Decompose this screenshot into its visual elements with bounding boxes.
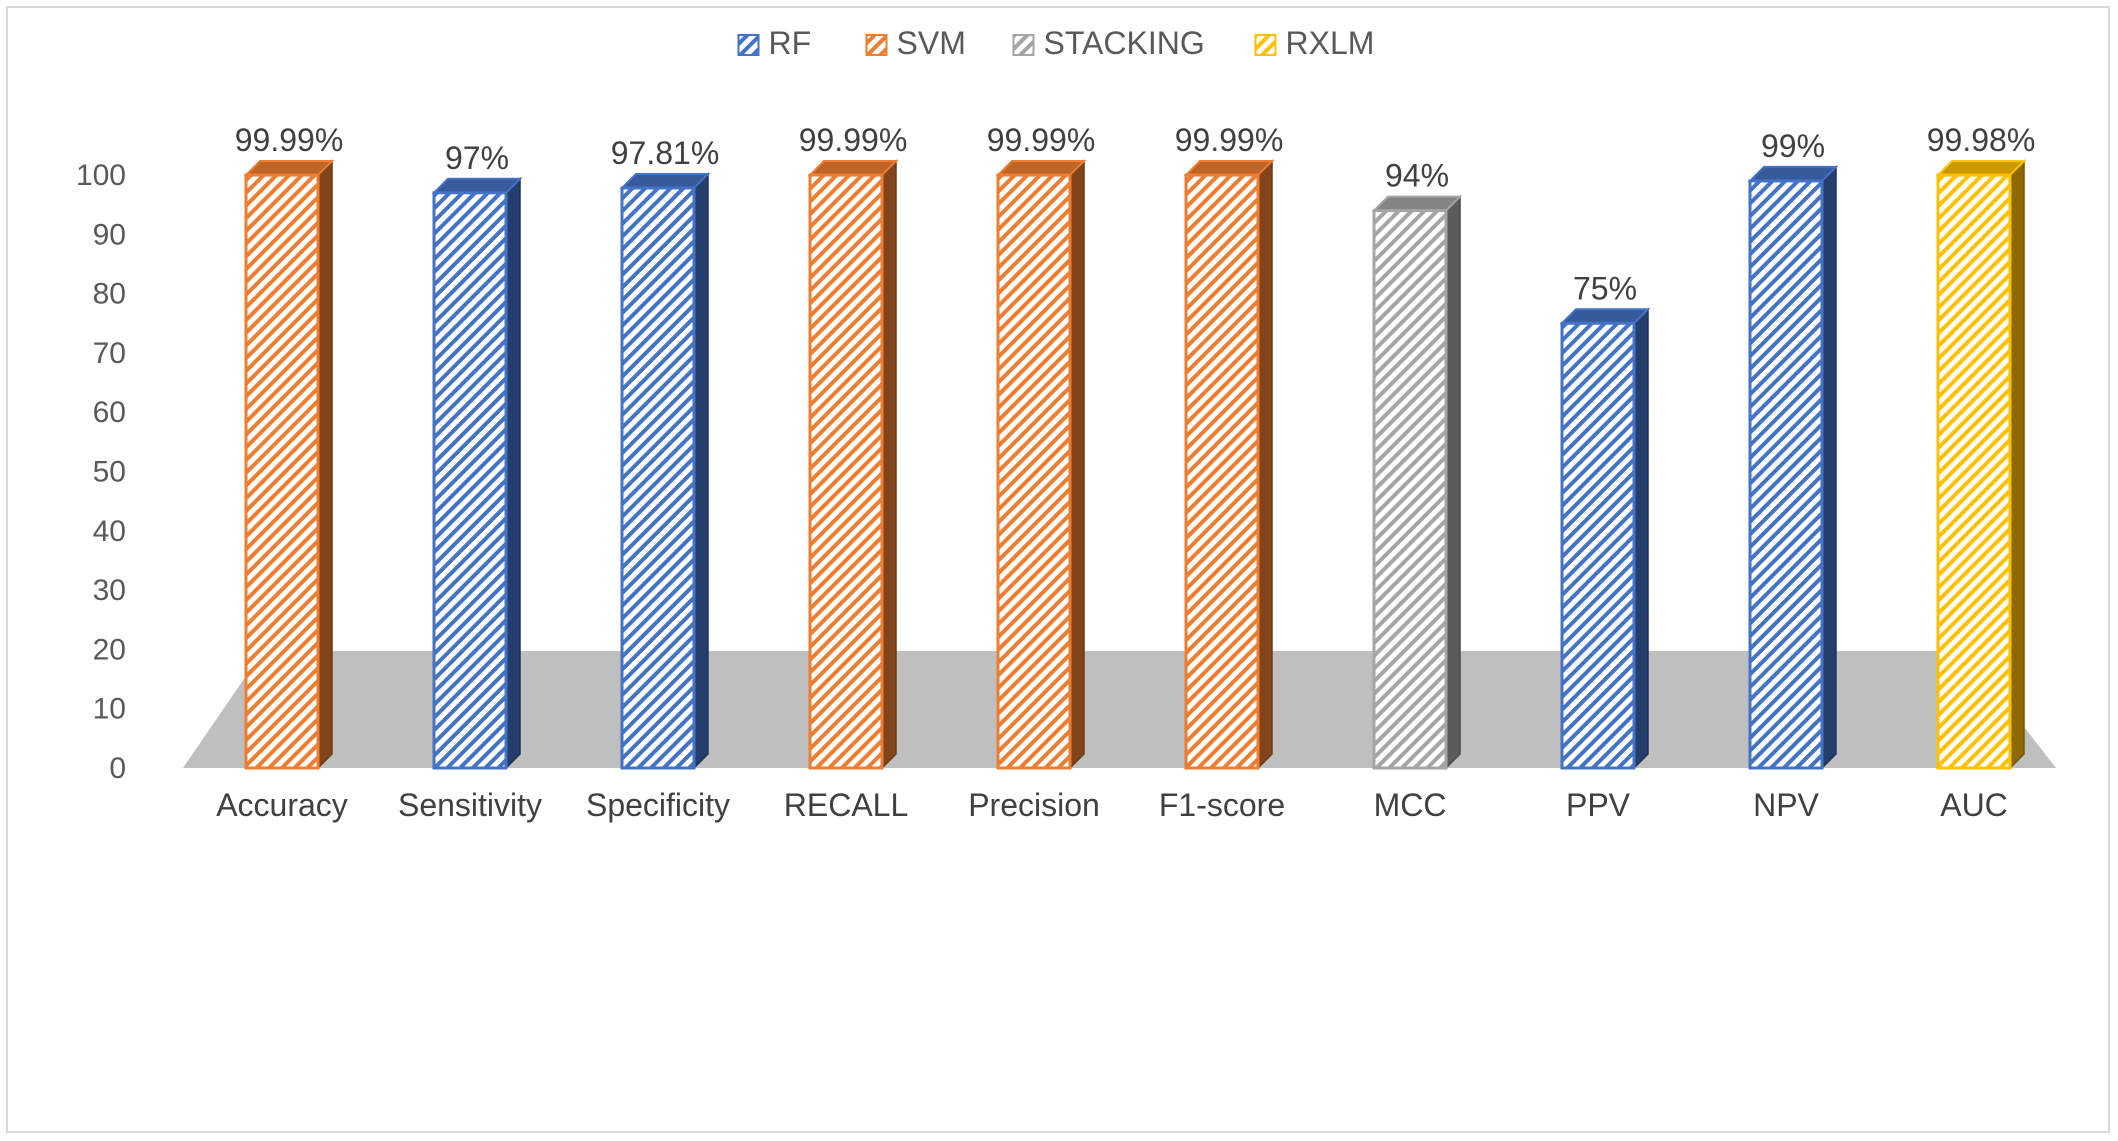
bar-side-face xyxy=(317,159,333,770)
y-tick-label: 0 xyxy=(109,752,126,785)
y-tick-label: 100 xyxy=(76,159,126,192)
data-label: 99.99% xyxy=(235,122,344,158)
data-label: 97.81% xyxy=(611,135,720,171)
bar-side-face xyxy=(1257,159,1273,770)
data-label: 97% xyxy=(445,140,509,176)
bar-side-face xyxy=(1445,194,1461,770)
data-label: 94% xyxy=(1385,158,1449,194)
legend-label: STACKING xyxy=(1044,25,1205,61)
bar-top-face xyxy=(243,160,335,177)
legend-swatch xyxy=(737,34,760,56)
legend-item-stacking: STACKING xyxy=(1012,25,1205,61)
bar-front-face xyxy=(432,191,508,770)
bar-auc xyxy=(1935,159,2027,770)
category-label: MCC xyxy=(1374,787,1447,823)
y-tick-label: 80 xyxy=(93,278,126,311)
bar-ppv xyxy=(1559,307,1651,770)
bar-sensitivity xyxy=(431,176,523,770)
y-tick-label: 40 xyxy=(93,515,126,548)
bar-front-face xyxy=(1936,173,2012,770)
legend-swatch xyxy=(865,34,888,56)
bar-f1-score xyxy=(1183,159,1275,770)
y-tick-label: 50 xyxy=(93,456,126,489)
bar-mcc xyxy=(1371,194,1463,770)
legend-item-svm: SVM xyxy=(865,25,966,61)
bar-side-face xyxy=(693,172,709,770)
bar-side-face xyxy=(2009,159,2025,770)
legend-label: RF xyxy=(769,25,812,61)
y-tick-label: 90 xyxy=(93,218,126,251)
category-label: F1-score xyxy=(1159,787,1285,823)
data-label: 99.99% xyxy=(987,122,1096,158)
bar-front-face xyxy=(244,173,320,770)
category-label: Accuracy xyxy=(216,787,348,823)
y-tick-label: 60 xyxy=(93,396,126,429)
bar-front-face xyxy=(1560,321,1636,770)
bar-specificity xyxy=(619,172,711,770)
category-label: PPV xyxy=(1566,787,1631,823)
category-label: Specificity xyxy=(586,787,730,823)
category-label: Sensitivity xyxy=(398,787,542,823)
data-label: 99.99% xyxy=(1175,122,1284,158)
bar-accuracy xyxy=(243,159,335,770)
y-tick-label: 10 xyxy=(93,693,126,726)
bar-npv xyxy=(1747,165,1839,770)
bar-front-face xyxy=(1184,173,1260,770)
bar-front-face xyxy=(620,186,696,770)
bar-top-face xyxy=(431,177,523,194)
bar-top-face xyxy=(1183,160,1275,177)
category-label: Precision xyxy=(968,787,1100,823)
bar-recall xyxy=(807,159,899,770)
bar-side-face xyxy=(1633,307,1649,770)
data-label: 99.98% xyxy=(1927,122,2036,158)
bar-side-face xyxy=(881,159,897,770)
legend-label: RXLM xyxy=(1286,25,1375,61)
bar-front-face xyxy=(996,173,1072,770)
data-label: 75% xyxy=(1573,270,1637,306)
bar-front-face xyxy=(808,173,884,770)
bar-side-face xyxy=(1069,159,1085,770)
legend-swatch xyxy=(1254,34,1277,56)
bar-side-face xyxy=(505,176,521,770)
data-label: 99% xyxy=(1761,128,1825,164)
category-label: NPV xyxy=(1753,787,1819,823)
bar-top-face xyxy=(619,172,711,189)
category-label: AUC xyxy=(1940,787,2008,823)
bar-top-face xyxy=(1371,195,1463,212)
chart-svg: 0 10 20 30 40 50 60 70 80 90 100 99.99% Accuracy 97% S… xyxy=(76,25,2056,823)
y-tick-label: 20 xyxy=(93,633,126,666)
bar-side-face xyxy=(1821,165,1837,770)
bar-precision xyxy=(995,159,1087,770)
legend-swatch xyxy=(1012,34,1035,56)
bar-top-face xyxy=(1559,308,1651,325)
bar-top-face xyxy=(1935,160,2027,177)
bar-top-face xyxy=(1747,165,1839,182)
chart-area: 0 10 20 30 40 50 60 70 80 90 100 99.99% Accuracy 97% S… xyxy=(6,6,2110,1133)
y-tick-label: 70 xyxy=(93,337,126,370)
bar-front-face xyxy=(1748,179,1824,770)
legend-label: SVM xyxy=(897,25,966,61)
category-label: RECALL xyxy=(784,787,909,823)
data-label: 99.99% xyxy=(799,122,908,158)
bar-front-face xyxy=(1372,209,1448,770)
bar-top-face xyxy=(995,160,1087,177)
legend-item-rxlm: RXLM xyxy=(1254,25,1375,61)
legend-item-rf: RF xyxy=(737,25,812,61)
y-tick-label: 30 xyxy=(93,574,126,607)
bar-top-face xyxy=(807,160,899,177)
